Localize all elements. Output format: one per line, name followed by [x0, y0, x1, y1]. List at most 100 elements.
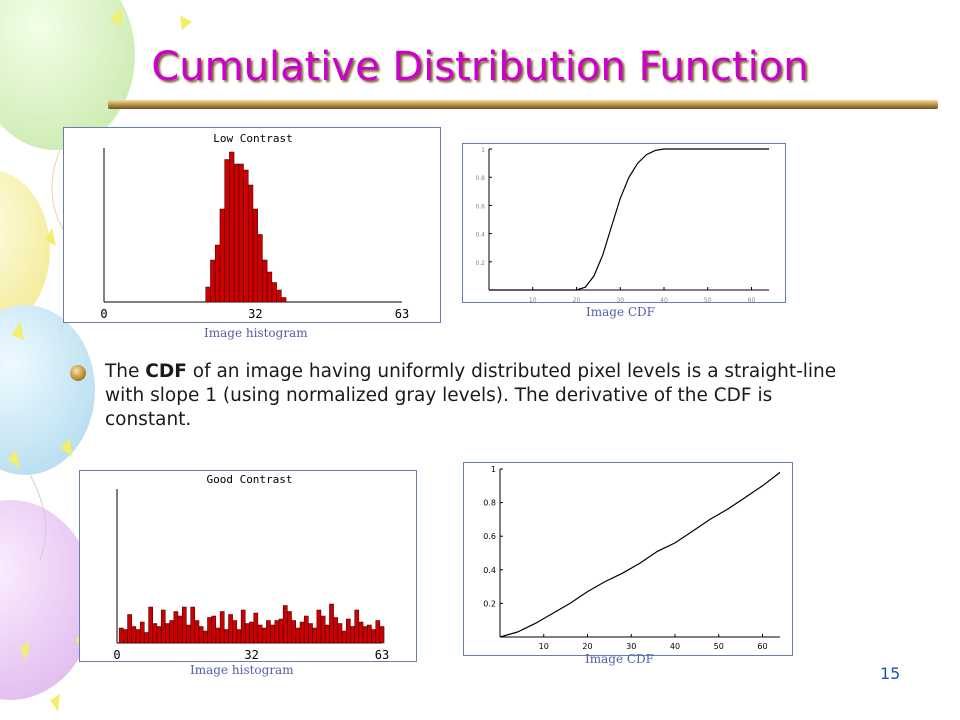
histogram-bar [214, 244, 221, 303]
histogram-bar [329, 603, 334, 644]
histogram-bar [211, 615, 217, 644]
confetti-shape [45, 228, 56, 246]
y-tick-label: 0.6 [483, 532, 496, 541]
y-tick-label: 0.2 [475, 260, 485, 267]
histogram-bar [324, 624, 330, 644]
histogram-bar [139, 621, 145, 644]
cdf-line [499, 471, 781, 638]
histogram-bar [177, 615, 183, 644]
y-tick-label: 1 [491, 465, 496, 474]
y-tick-label: 0.4 [483, 566, 496, 575]
histogram-bar [303, 615, 309, 644]
histogram-bar [282, 605, 288, 644]
balloon-shape [0, 305, 95, 475]
histogram-bar [257, 624, 263, 644]
histogram-bar [148, 606, 153, 644]
low-contrast-cdf: 10 20 30 40 50 60 0.2 0.4 0.6 0.8 1 [475, 147, 769, 302]
x-tick-label: 60 [757, 642, 767, 651]
histogram-bar [308, 623, 313, 644]
good-contrast-cdf: 10 20 30 40 50 60 0.2 0.4 0.6 0.8 1 [483, 465, 781, 651]
histogram-bar [245, 623, 250, 644]
histogram-bar [249, 621, 254, 644]
histogram-bar [375, 620, 381, 644]
histogram-bar [127, 614, 132, 644]
histogram-bar [118, 627, 124, 644]
body-text-start: The [105, 361, 146, 382]
x-tick-label: 10 [539, 642, 549, 651]
histogram-bar [295, 627, 301, 644]
x-tick-label: 63 [375, 648, 389, 661]
good-histogram-caption: Image histogram [190, 663, 294, 677]
y-tick-label: 0.8 [475, 175, 485, 182]
histogram-bar [205, 286, 211, 303]
histogram-bar [198, 626, 204, 644]
histogram-bar [358, 621, 364, 644]
x-tick-label: 30 [626, 642, 636, 651]
histogram-bar [266, 620, 271, 644]
page-number: 15 [880, 664, 901, 683]
histogram-bar [215, 627, 221, 644]
histogram-bar [238, 163, 244, 303]
confetti-shape [12, 322, 24, 340]
x-tick-label: 50 [704, 297, 712, 302]
title-underline [108, 100, 938, 109]
histogram-bar [131, 626, 137, 644]
good-contrast-cdf-panel: 10 20 30 40 50 60 0.2 0.4 0.6 0.8 1 [463, 462, 793, 656]
histogram-bar [278, 618, 284, 644]
x-tick-label: 20 [573, 297, 581, 302]
histogram-bar [371, 629, 376, 644]
low-contrast-histogram-panel: Low Contrast 0 32 63 [63, 127, 441, 323]
histogram-bar [261, 627, 267, 644]
x-tick-label: 30 [616, 297, 624, 302]
histogram-bar [367, 624, 372, 644]
x-tick-label: 40 [670, 642, 680, 651]
histogram-bar [257, 234, 263, 303]
histogram-bar [266, 271, 273, 303]
histogram-bar [240, 609, 246, 644]
x-tick-label: 63 [395, 307, 409, 321]
y-tick-label: 0.8 [483, 499, 496, 508]
x-tick-label: 32 [248, 307, 262, 321]
low-contrast-histogram: Low Contrast 0 32 63 [100, 132, 409, 321]
histogram-bar [312, 627, 318, 644]
histogram-bar [276, 289, 282, 303]
x-tick-label: 50 [714, 642, 724, 651]
histogram-bar [232, 620, 238, 644]
histogram-bar [236, 629, 242, 644]
histogram-bar [152, 623, 158, 644]
cdf-line [489, 148, 769, 291]
histogram-bar [243, 169, 249, 303]
good-contrast-histogram-panel: Good Contrast 0 32 63 [79, 470, 417, 662]
body-text-bold: CDF [145, 361, 187, 382]
confetti-shape [180, 15, 192, 30]
histogram-bar [337, 623, 343, 644]
balloon-shape [0, 171, 50, 329]
histogram-bar [252, 208, 258, 303]
histogram-bar [190, 606, 196, 644]
x-tick-label: 10 [529, 297, 537, 302]
y-tick-label: 0.2 [483, 599, 496, 608]
histogram-bar [229, 151, 235, 303]
low-histogram-caption: Image histogram [204, 326, 308, 340]
histogram-bar [160, 609, 166, 644]
histogram-bar [173, 611, 179, 644]
histogram-bar [271, 282, 277, 303]
y-tick-label: 0.6 [475, 203, 485, 210]
y-tick-label: 0.4 [475, 232, 485, 239]
histogram-bar [203, 630, 208, 644]
histogram-bar [156, 626, 162, 644]
histogram-bar [316, 609, 322, 644]
confetti-shape [60, 438, 72, 456]
histogram-bar [233, 163, 240, 303]
histogram-bar [169, 620, 175, 644]
histogram-bar [287, 611, 292, 644]
histogram-bar [262, 259, 268, 303]
x-tick-label: 40 [660, 297, 668, 302]
histogram-bar [379, 626, 385, 644]
histogram-bar [207, 617, 212, 644]
histogram-bar [253, 612, 259, 644]
histogram-bar [274, 620, 280, 644]
histogram-bar [248, 184, 254, 303]
histogram-bar [291, 620, 296, 644]
histogram-bar [333, 617, 339, 644]
